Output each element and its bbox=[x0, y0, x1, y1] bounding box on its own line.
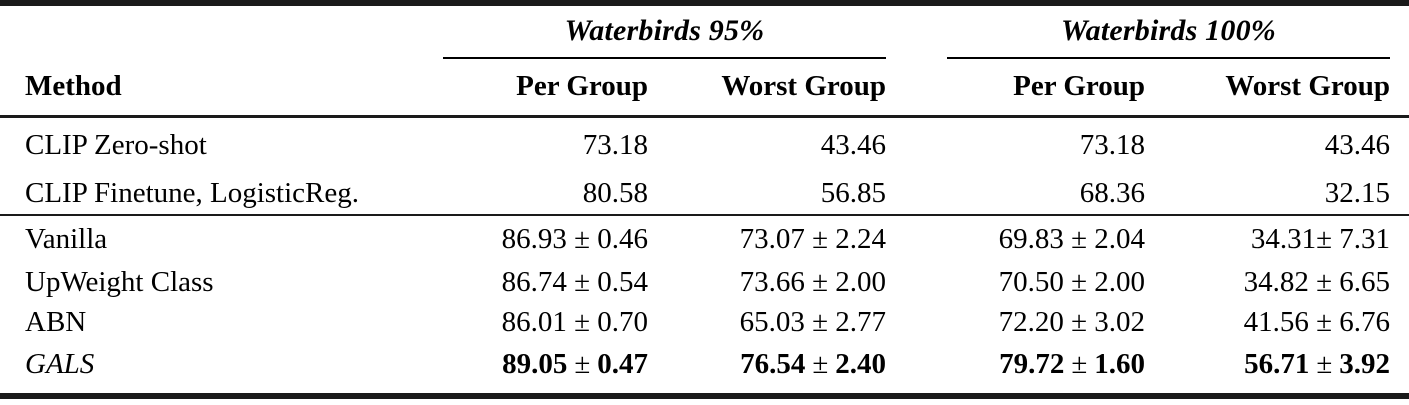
top-rule bbox=[0, 0, 1409, 6]
mean-value: 76.54 bbox=[740, 347, 806, 380]
std-value: 3.92 bbox=[1339, 347, 1390, 380]
col-header-per-group-95: Per Group bbox=[516, 70, 648, 102]
value-cell: 79.72 ±1.60 bbox=[947, 347, 1145, 380]
value-cell: 56.85 bbox=[820, 176, 886, 209]
value-cell: 41.56 ± 6.76 bbox=[1243, 306, 1390, 338]
mean-value: 56.71 bbox=[1244, 347, 1310, 380]
value-cell: 86.74 ± 0.54 bbox=[501, 265, 648, 298]
std-value: 2.40 bbox=[835, 347, 886, 380]
value-cell: 73.66 ± 2.00 bbox=[739, 265, 886, 298]
group-header-waterbirds-100: Waterbirds 100% bbox=[947, 5, 1390, 59]
group-header-row: Waterbirds 95% Waterbirds 100% bbox=[0, 5, 1409, 59]
table-row-gals: GALS 89.05 ±0.47 76.54 ±2.40 79.72 ±1.60 56… bbox=[0, 343, 1409, 385]
value-cell: 73.18 bbox=[1079, 128, 1145, 161]
value-cell: 89.05 ±0.47 bbox=[443, 347, 648, 380]
value-cell: 68.36 bbox=[1079, 176, 1145, 209]
value-cell: 70.50 ± 2.00 bbox=[998, 265, 1145, 298]
value-cell: 86.01 ± 0.70 bbox=[501, 306, 648, 338]
table-row-vanilla: Vanilla 86.93 ± 0.46 73.07 ± 2.24 69.83 … bbox=[0, 216, 1409, 262]
plus-minus-symbol: ± bbox=[1316, 347, 1333, 380]
mean-value: 79.72 bbox=[999, 347, 1065, 380]
col-header-worst-group-100: Worst Group bbox=[1225, 70, 1390, 102]
col-header-per-group-100: Per Group bbox=[1013, 70, 1145, 102]
header-rule bbox=[0, 115, 1409, 118]
value-cell: 43.46 bbox=[1324, 128, 1390, 161]
method-cell: ABN bbox=[25, 306, 87, 338]
group-header-waterbirds-95: Waterbirds 95% bbox=[443, 5, 886, 59]
method-cell: CLIP Zero-shot bbox=[25, 128, 207, 161]
value-cell: 69.83 ± 2.04 bbox=[998, 222, 1145, 255]
value-cell: 80.58 bbox=[582, 176, 648, 209]
value-cell: 72.20 ± 3.02 bbox=[998, 306, 1145, 338]
method-cell: UpWeight Class bbox=[25, 265, 214, 298]
table-row-clip-finetune: CLIP Finetune, LogisticReg. 80.58 56.85 … bbox=[0, 172, 1409, 214]
plus-minus-symbol: ± bbox=[574, 347, 591, 380]
bottom-rule bbox=[0, 393, 1409, 399]
value-cell: 86.93 ± 0.46 bbox=[501, 222, 648, 255]
value-cell: 65.03 ± 2.77 bbox=[739, 306, 886, 338]
method-column-header: Method bbox=[25, 70, 122, 102]
col-header-worst-group-95: Worst Group bbox=[721, 70, 886, 102]
value-cell: 43.46 bbox=[820, 128, 886, 161]
value-cell: 76.54 ±2.40 bbox=[648, 347, 886, 380]
column-header-row: Method Per Group Worst Group Per Group W… bbox=[0, 58, 1409, 115]
table-row-abn: ABN 86.01 ± 0.70 65.03 ± 2.77 72.20 ± 3.… bbox=[0, 302, 1409, 343]
std-value: 1.60 bbox=[1094, 347, 1145, 380]
method-cell: CLIP Finetune, LogisticReg. bbox=[25, 176, 360, 209]
value-cell: 56.71 ±3.92 bbox=[1145, 347, 1390, 380]
mid-rule bbox=[0, 214, 1409, 216]
plus-minus-symbol: ± bbox=[1071, 347, 1088, 380]
value-cell: 32.15 bbox=[1324, 176, 1390, 209]
table-row-clip-zero-shot: CLIP Zero-shot 73.18 43.46 73.18 43.46 bbox=[0, 118, 1409, 172]
plus-minus-symbol: ± bbox=[812, 347, 829, 380]
value-cell: 34.31± 7.31 bbox=[1250, 222, 1390, 255]
mean-value: 89.05 bbox=[502, 347, 568, 380]
value-cell: 73.18 bbox=[582, 128, 648, 161]
std-value: 0.47 bbox=[597, 347, 648, 380]
table-row-upweight-class: UpWeight Class 86.74 ± 0.54 73.66 ± 2.00… bbox=[0, 262, 1409, 302]
method-cell: GALS bbox=[25, 347, 95, 380]
value-cell: 34.82 ± 6.65 bbox=[1243, 265, 1390, 298]
method-cell: Vanilla bbox=[25, 222, 108, 255]
value-cell: 73.07 ± 2.24 bbox=[739, 222, 886, 255]
